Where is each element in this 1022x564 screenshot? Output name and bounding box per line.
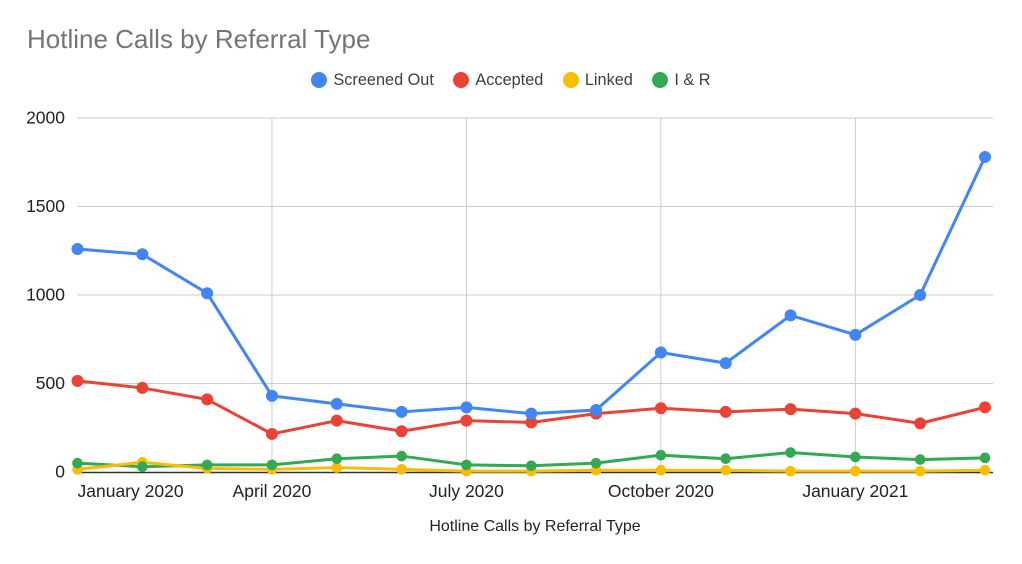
svg-text:July 2020: July 2020: [429, 481, 504, 501]
svg-text:January 2021: January 2021: [802, 481, 908, 501]
svg-text:January 2020: January 2020: [78, 481, 184, 501]
svg-text:April 2020: April 2020: [233, 481, 312, 501]
svg-text:2000: 2000: [26, 108, 65, 128]
svg-text:1000: 1000: [26, 285, 65, 305]
svg-text:1500: 1500: [26, 196, 65, 216]
svg-text:0: 0: [55, 462, 65, 482]
svg-text:October 2020: October 2020: [608, 481, 714, 501]
svg-text:500: 500: [36, 373, 65, 393]
